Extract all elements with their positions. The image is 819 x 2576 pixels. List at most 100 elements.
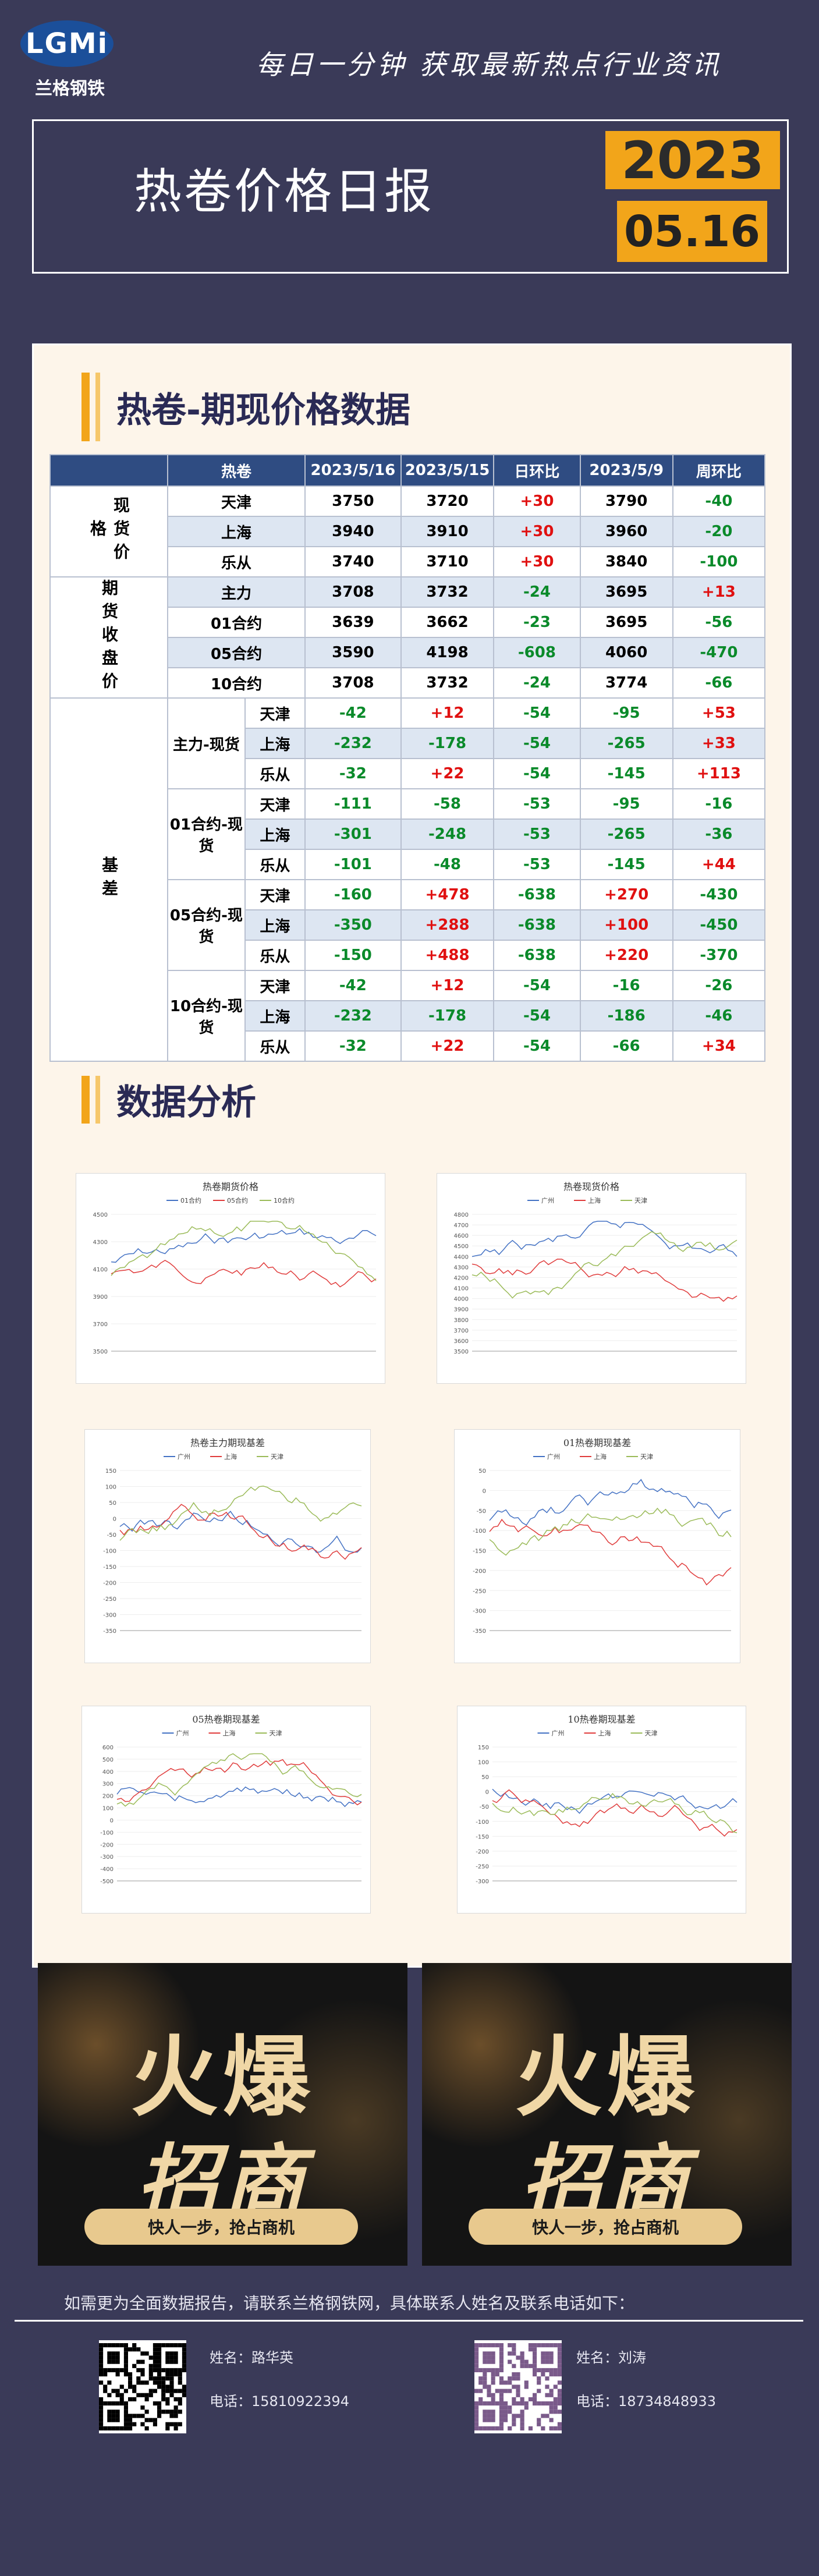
y-tick-label: 4700: [454, 1223, 469, 1229]
y-tick-label: 3900: [454, 1307, 469, 1313]
table-cell: -16: [579, 970, 673, 1001]
y-tick-label: -100: [473, 1528, 486, 1535]
chart-title: 10热卷期现基差: [568, 1714, 635, 1725]
row-label: 乐从: [166, 546, 306, 577]
table-cell: -301: [304, 818, 402, 850]
table-cell: -430: [672, 879, 766, 910]
table-cell: -54: [493, 697, 581, 729]
table-cell: 3708: [304, 667, 402, 699]
table-cell: -26: [672, 970, 766, 1001]
section-header-prices: 热卷-期现价格数据: [81, 373, 410, 441]
section-title: 热卷-期现价格数据: [116, 389, 410, 431]
table-cell: -53: [493, 788, 581, 820]
table-row: 上海 3940 3910 +30 3960 -20: [50, 516, 766, 547]
y-tick-label: -200: [476, 1849, 489, 1855]
promo-banner-left[interactable]: 火爆 招商 快人一步，抢占商机: [38, 1963, 407, 2266]
y-tick-label: 4200: [454, 1275, 469, 1281]
logo-subtitle: 兰格钢铁: [35, 79, 105, 99]
series-line: [116, 1786, 362, 1808]
city-label: 天津: [244, 879, 306, 910]
table-cell: -111: [304, 788, 402, 820]
basis-label: 10合约-现货: [167, 970, 246, 1062]
basis-label: 01合约-现货: [167, 788, 246, 880]
city-label: 天津: [244, 697, 306, 729]
legend-label: 天津: [634, 1197, 647, 1204]
y-tick-label: -100: [100, 1830, 114, 1836]
table-cell: -178: [400, 728, 495, 759]
divider: [15, 2320, 803, 2322]
y-tick-label: 400: [102, 1769, 114, 1776]
y-tick-label: -250: [473, 1588, 486, 1595]
table-cell: -160: [304, 879, 402, 910]
banner-tagline: 快人一步，抢占商机: [84, 2209, 358, 2245]
table-cell: +33: [672, 728, 766, 759]
table-cell: -54: [493, 728, 581, 759]
series-line: [111, 1260, 377, 1288]
promo-banner-right[interactable]: 火爆 招商 快人一步，抢占商机: [422, 1963, 792, 2266]
y-tick-label: 100: [102, 1806, 114, 1812]
table-cell: -42: [304, 697, 402, 729]
y-tick-label: 4500: [93, 1212, 108, 1218]
table-cell: -100: [672, 546, 766, 577]
column-header: 2023/5/16: [304, 454, 402, 487]
city-label: 天津: [244, 970, 306, 1001]
legend-label: 广州: [176, 1730, 189, 1737]
table-cell: -56: [672, 607, 766, 638]
chart-futures-price: 热卷期货价格 01合约 05合约 10合约 4500 4300 4100 3900 3700 35…: [76, 1173, 385, 1384]
contact-note: 如需更为全面数据报告，请联系兰格钢铁网，具体联系人姓名及联系电话如下：: [64, 2294, 635, 2313]
table-cell: -370: [672, 940, 766, 971]
series-line: [111, 1228, 377, 1263]
table-cell: 3710: [400, 546, 495, 577]
table-cell: -53: [493, 849, 581, 880]
y-tick-label: -300: [476, 1879, 489, 1885]
legend-label: 上海: [223, 1729, 236, 1737]
city-label: 乐从: [244, 1030, 306, 1062]
chart-01-basis: 01热卷期现基差 广州 上海 天津 50 0 -50 -100 -150 -200 -250 -300…: [454, 1429, 740, 1663]
column-header: 日环比: [493, 454, 581, 487]
table-cell: -145: [579, 849, 673, 880]
logo-badge: LGMi: [20, 20, 114, 67]
y-tick-label: -350: [103, 1628, 116, 1635]
y-tick-label: -50: [107, 1532, 116, 1539]
table-cell: -53: [493, 818, 581, 850]
y-tick-label: 150: [105, 1468, 116, 1475]
table-row: 01合约-现货 天津 -111 -58 -53 -95 -16: [50, 788, 766, 880]
row-label: 天津: [166, 486, 306, 517]
table-row: 现货价格 天津 3750 3720 +30 3790 -40: [49, 486, 766, 577]
series-line: [119, 1504, 362, 1560]
table-cell: 3639: [304, 607, 402, 638]
series-line: [471, 1221, 738, 1257]
y-tick-label: -250: [476, 1863, 489, 1870]
table-cell: -232: [304, 728, 402, 759]
table-cell: 3960: [579, 516, 673, 547]
y-tick-label: -250: [103, 1596, 116, 1603]
y-tick-label: 50: [481, 1774, 489, 1781]
table-cell: -95: [579, 697, 673, 729]
table-cell: +53: [672, 697, 766, 729]
y-tick-label: 500: [102, 1757, 114, 1763]
series-line: [471, 1259, 738, 1302]
table-cell: -54: [493, 970, 581, 1001]
chart-title: 热卷主力期现基差: [190, 1437, 265, 1448]
table-row: 基差 主力-现货 天津 -42 +12 -54 -95 +53: [49, 697, 766, 1062]
row-label: 上海: [166, 516, 306, 547]
y-tick-label: 4100: [454, 1286, 469, 1292]
group-label: 基差: [49, 697, 168, 1062]
series-line: [492, 1789, 738, 1837]
date-badge: 05.16: [617, 201, 767, 262]
legend-label: 上海: [588, 1196, 601, 1204]
table-cell: -36: [672, 818, 766, 850]
page-title: 热卷价格日报: [134, 164, 435, 219]
table-cell: -638: [493, 909, 581, 941]
table-row: 10合约 3708 3732 -24 3774 -66: [50, 667, 766, 699]
section-bar-light: [95, 1075, 100, 1124]
table-row: 10合约-现货 天津 -42 +12 -54 -16 -26: [50, 970, 766, 1062]
chart-title: 05热卷期现基差: [192, 1714, 260, 1725]
qr-code-icon: [474, 2340, 562, 2433]
table-cell: -470: [672, 637, 766, 668]
table-cell: -608: [493, 637, 581, 668]
y-tick-label: -200: [103, 1581, 116, 1587]
table-cell: 3695: [579, 576, 673, 608]
series-line: [111, 1221, 377, 1281]
table-cell: 3840: [579, 546, 673, 577]
